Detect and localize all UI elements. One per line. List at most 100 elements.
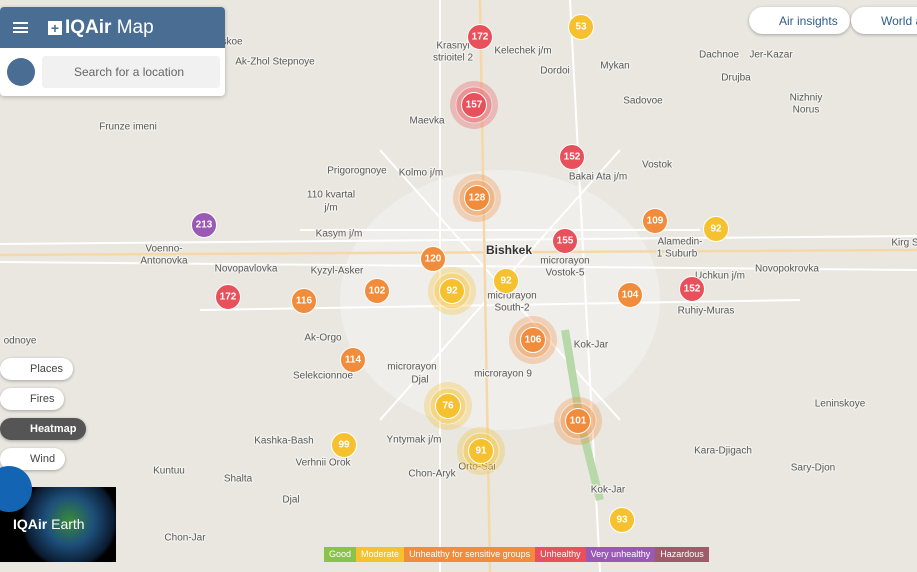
layer-label: Heatmap xyxy=(30,423,77,435)
place-label: Yntymak j/m xyxy=(386,435,441,446)
aqi-marker[interactable]: 109 xyxy=(642,208,668,234)
place-label: South-2 xyxy=(494,303,529,314)
aqi-marker[interactable]: 116 xyxy=(291,288,317,314)
aqi-value: 101 xyxy=(570,416,587,427)
aqi-marker[interactable]: 120 xyxy=(420,246,446,272)
aqi-marker[interactable]: 92 xyxy=(428,267,476,315)
logo: IQAir Map xyxy=(65,17,154,39)
aqi-marker[interactable]: 172 xyxy=(215,284,241,310)
place-label: Nizhniy xyxy=(790,93,823,104)
aqi-marker[interactable]: 152 xyxy=(679,276,705,302)
aqi-marker[interactable]: 76 xyxy=(424,382,472,430)
aqi-marker[interactable]: 155 xyxy=(552,228,578,254)
air-insights-button[interactable]: Air insights xyxy=(749,7,850,34)
place-label: Bishkek xyxy=(486,243,532,257)
aqi-marker[interactable]: 104 xyxy=(617,282,643,308)
place-label: Uchkun j/m xyxy=(695,271,745,282)
earth-logo-text: IQAir xyxy=(13,516,48,532)
marker-dot xyxy=(565,408,591,434)
place-label: Kolmo j/m xyxy=(399,168,443,179)
place-label: microrayon xyxy=(540,256,589,267)
place-label: Orto-Sai xyxy=(458,462,495,473)
aqi-value: 152 xyxy=(564,152,581,163)
aqi-marker[interactable]: 128 xyxy=(453,174,501,222)
place-label: Shalta xyxy=(224,474,253,485)
place-label: Mykan xyxy=(600,61,629,72)
place-label: Leninskoye xyxy=(815,399,866,410)
fires-layer[interactable]: Fires xyxy=(0,388,65,410)
side-panel: + IQAir Map Search for a location xyxy=(0,7,225,96)
marker-dot xyxy=(568,14,594,40)
marker-dot xyxy=(679,276,705,302)
aqi-marker[interactable]: 106 xyxy=(509,316,557,364)
aqi-marker[interactable]: 152 xyxy=(559,144,585,170)
legend-item: Hazardous xyxy=(655,547,709,562)
place-label: Verhnii Orok xyxy=(295,458,351,469)
place-label: Alamedin- xyxy=(657,237,702,248)
marker-dot xyxy=(420,246,446,272)
aqi-value: 99 xyxy=(338,440,350,451)
layer-label: Wind xyxy=(30,453,56,465)
place-label: Kok-Jar xyxy=(574,340,609,351)
place-label: Vostok-5 xyxy=(546,268,585,279)
aqi-value: 152 xyxy=(684,284,701,295)
aqi-value: 157 xyxy=(466,100,483,111)
aqi-marker[interactable]: 102 xyxy=(364,278,390,304)
place-label: Norus xyxy=(793,105,820,116)
search-row: Search for a location xyxy=(0,48,225,96)
places-layer[interactable]: Places xyxy=(0,358,74,380)
aqi-marker[interactable]: 114 xyxy=(340,347,366,373)
aqi-marker[interactable]: 92 xyxy=(703,216,729,242)
aqi-marker[interactable]: 93 xyxy=(609,507,635,533)
search-input[interactable]: Search for a location xyxy=(42,56,220,88)
marker-dot xyxy=(642,208,668,234)
place-label: Ak-Orgo xyxy=(304,333,342,344)
aqi-marker[interactable]: 91 xyxy=(457,427,505,475)
aqi-marker[interactable]: 172 xyxy=(467,24,493,50)
place-label: Djal xyxy=(282,495,299,506)
place-label: Kasym j/m xyxy=(316,229,363,240)
marker-dot xyxy=(617,282,643,308)
marker-dot xyxy=(468,438,494,464)
place-label: Kashka-Bash xyxy=(254,436,313,447)
place-label: Kara-Djigach xyxy=(694,446,752,457)
aqi-marker[interactable]: 92 xyxy=(493,268,519,294)
marker-dot xyxy=(552,228,578,254)
aqi-value: 102 xyxy=(369,286,386,297)
aqi-value: 91 xyxy=(475,446,487,457)
aqi-value: 128 xyxy=(469,193,486,204)
place-label: Maevka xyxy=(409,116,444,127)
place-label: Antonovka xyxy=(140,256,188,267)
place-label: Kok-Jar xyxy=(591,485,626,496)
aqi-marker[interactable]: 101 xyxy=(554,397,602,445)
aqi-value: 213 xyxy=(196,220,213,231)
aqi-value: 155 xyxy=(557,236,574,247)
place-label: Drujba xyxy=(721,73,751,84)
marker-dot xyxy=(340,347,366,373)
logo-icon: + xyxy=(48,20,62,35)
aqi-value: 76 xyxy=(442,401,454,412)
aqi-marker[interactable]: 53 xyxy=(568,14,594,40)
place-label: Frunze imeni xyxy=(99,122,157,133)
marker-dot xyxy=(191,212,217,238)
aqi-value: 172 xyxy=(220,292,237,303)
menu-button[interactable] xyxy=(13,22,28,33)
earth-logo: IQAir Earth xyxy=(13,516,85,532)
header: + IQAir Map xyxy=(0,7,225,48)
place-label: skoe xyxy=(221,37,243,48)
aqi-marker[interactable]: 99 xyxy=(331,432,357,458)
city-area xyxy=(340,170,660,430)
aqi-marker[interactable]: 213 xyxy=(191,212,217,238)
heatmap-layer[interactable]: Heatmap xyxy=(0,418,87,440)
place-label: microrayon xyxy=(387,362,436,373)
aqi-marker[interactable]: 157 xyxy=(450,81,498,129)
world-button[interactable]: World a xyxy=(851,7,917,34)
locate-button[interactable] xyxy=(7,58,35,86)
place-label: 110 kvartal xyxy=(307,190,355,201)
place-label: Bakai Ata j/m xyxy=(569,172,627,183)
marker-dot xyxy=(464,185,490,211)
legend-item: Good xyxy=(324,547,357,562)
wind-layer[interactable]: Wind xyxy=(0,448,66,470)
